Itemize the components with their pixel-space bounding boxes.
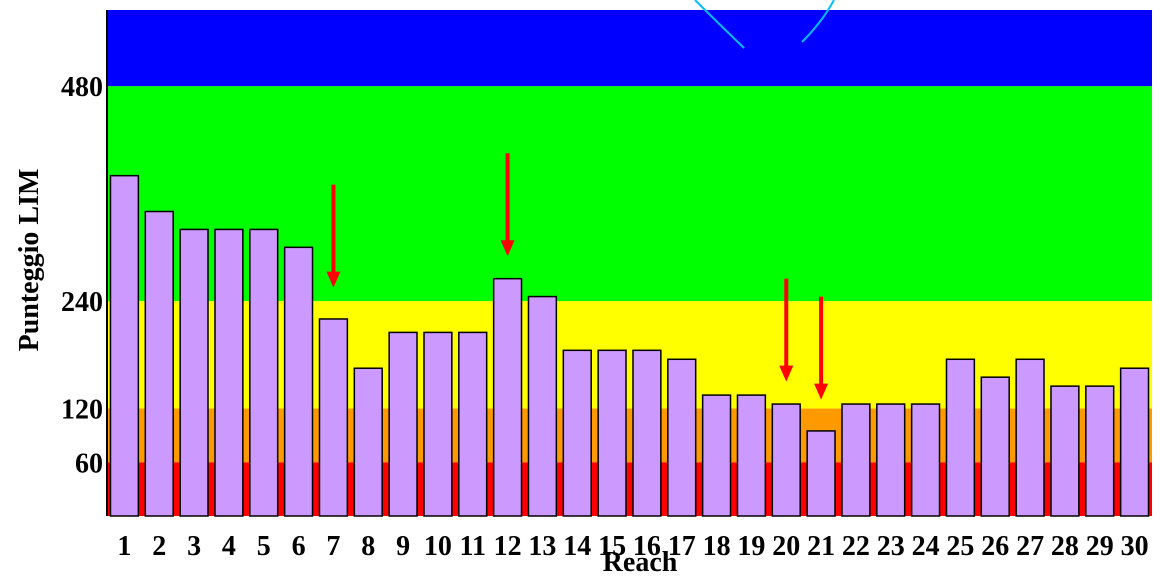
x-tick-7: 7	[326, 531, 340, 562]
bar-7	[318, 318, 349, 517]
y-tick-480: 480	[61, 72, 103, 103]
band-0	[107, 462, 1152, 516]
x-tick-11: 11	[460, 531, 486, 562]
x-tick-8: 8	[361, 531, 375, 562]
y-tick-labels: 60 120 240 480	[61, 72, 103, 479]
score-bands	[107, 10, 1152, 516]
x-tick-5: 5	[257, 531, 271, 562]
bar-10	[423, 331, 453, 517]
bar-29	[1085, 385, 1115, 517]
x-tick-14: 14	[563, 531, 591, 562]
x-tick-17: 17	[668, 531, 696, 562]
x-tick-27: 27	[1016, 531, 1044, 562]
bar-2	[144, 210, 174, 517]
x-tick-10: 10	[424, 531, 452, 562]
x-tick-1: 1	[117, 531, 131, 562]
x-tick-21: 21	[807, 531, 835, 562]
x-tick-30: 30	[1121, 531, 1149, 562]
x-tick-20: 20	[772, 531, 800, 562]
bar-21	[806, 430, 836, 517]
arrow-12	[500, 153, 515, 257]
decoration	[694, 0, 835, 49]
arrow-7	[326, 184, 341, 288]
bar-14	[562, 349, 592, 517]
x-tick-16: 16	[633, 531, 661, 562]
bar-5	[249, 228, 279, 517]
y-axis-title: Punteggio LIM	[14, 169, 45, 352]
x-tick-3: 3	[187, 531, 201, 562]
bar-9	[388, 331, 418, 517]
x-tick-2: 2	[152, 531, 166, 562]
x-tick-25: 25	[946, 531, 974, 562]
bar-12	[492, 277, 523, 517]
x-tick-23: 23	[877, 531, 905, 562]
y-tick-240: 240	[61, 287, 103, 318]
bar-11	[458, 331, 488, 517]
x-axis-title: Reach	[603, 547, 678, 576]
x-tick-6: 6	[292, 531, 306, 562]
decor-stroke-left	[694, 0, 745, 49]
x-tick-13: 13	[528, 531, 556, 562]
x-tick-labels: 1 2 3 4 5 6 7 8 9 10 11 12 13 14 15 16 17 18 19 20 21 22 23 24 2…	[117, 531, 1148, 562]
bar-19	[736, 394, 767, 517]
bar-15	[597, 349, 627, 517]
bar-23	[876, 403, 906, 517]
band-4	[107, 10, 1152, 87]
bar-3	[179, 228, 209, 517]
bar-1	[109, 174, 140, 517]
bar-8	[353, 367, 383, 517]
bar-30	[1119, 367, 1150, 517]
bar-18	[701, 394, 732, 517]
y-tick-60: 60	[75, 448, 103, 479]
y-tick-120: 120	[61, 395, 103, 426]
bar-13	[527, 295, 558, 517]
arrow-21	[814, 296, 829, 400]
bar-28	[1050, 385, 1080, 517]
decor-stroke-right	[801, 0, 835, 43]
bar-6	[283, 246, 314, 517]
arrows	[326, 153, 829, 400]
bar-4	[214, 228, 244, 517]
bar-24	[910, 403, 941, 517]
arrow-20	[779, 278, 794, 382]
x-tick-26: 26	[981, 531, 1009, 562]
x-tick-9: 9	[396, 531, 410, 562]
bar-27	[1015, 358, 1045, 517]
bar-22	[841, 403, 871, 517]
x-tick-22: 22	[842, 531, 870, 562]
x-tick-18: 18	[703, 531, 731, 562]
bar-20	[771, 403, 801, 517]
x-tick-29: 29	[1086, 531, 1114, 562]
bar-25	[945, 358, 976, 517]
band-1	[107, 408, 1152, 463]
bar-16	[632, 349, 662, 517]
bar-17	[667, 358, 697, 517]
x-tick-28: 28	[1051, 531, 1079, 562]
band-3	[107, 86, 1152, 302]
bar-26	[980, 376, 1010, 517]
bars	[106, 10, 1150, 517]
x-tick-15: 15	[598, 531, 626, 562]
band-2	[107, 301, 1152, 409]
x-tick-4: 4	[222, 531, 236, 562]
x-tick-24: 24	[912, 531, 940, 562]
x-tick-12: 12	[494, 531, 522, 562]
x-tick-19: 19	[737, 531, 765, 562]
